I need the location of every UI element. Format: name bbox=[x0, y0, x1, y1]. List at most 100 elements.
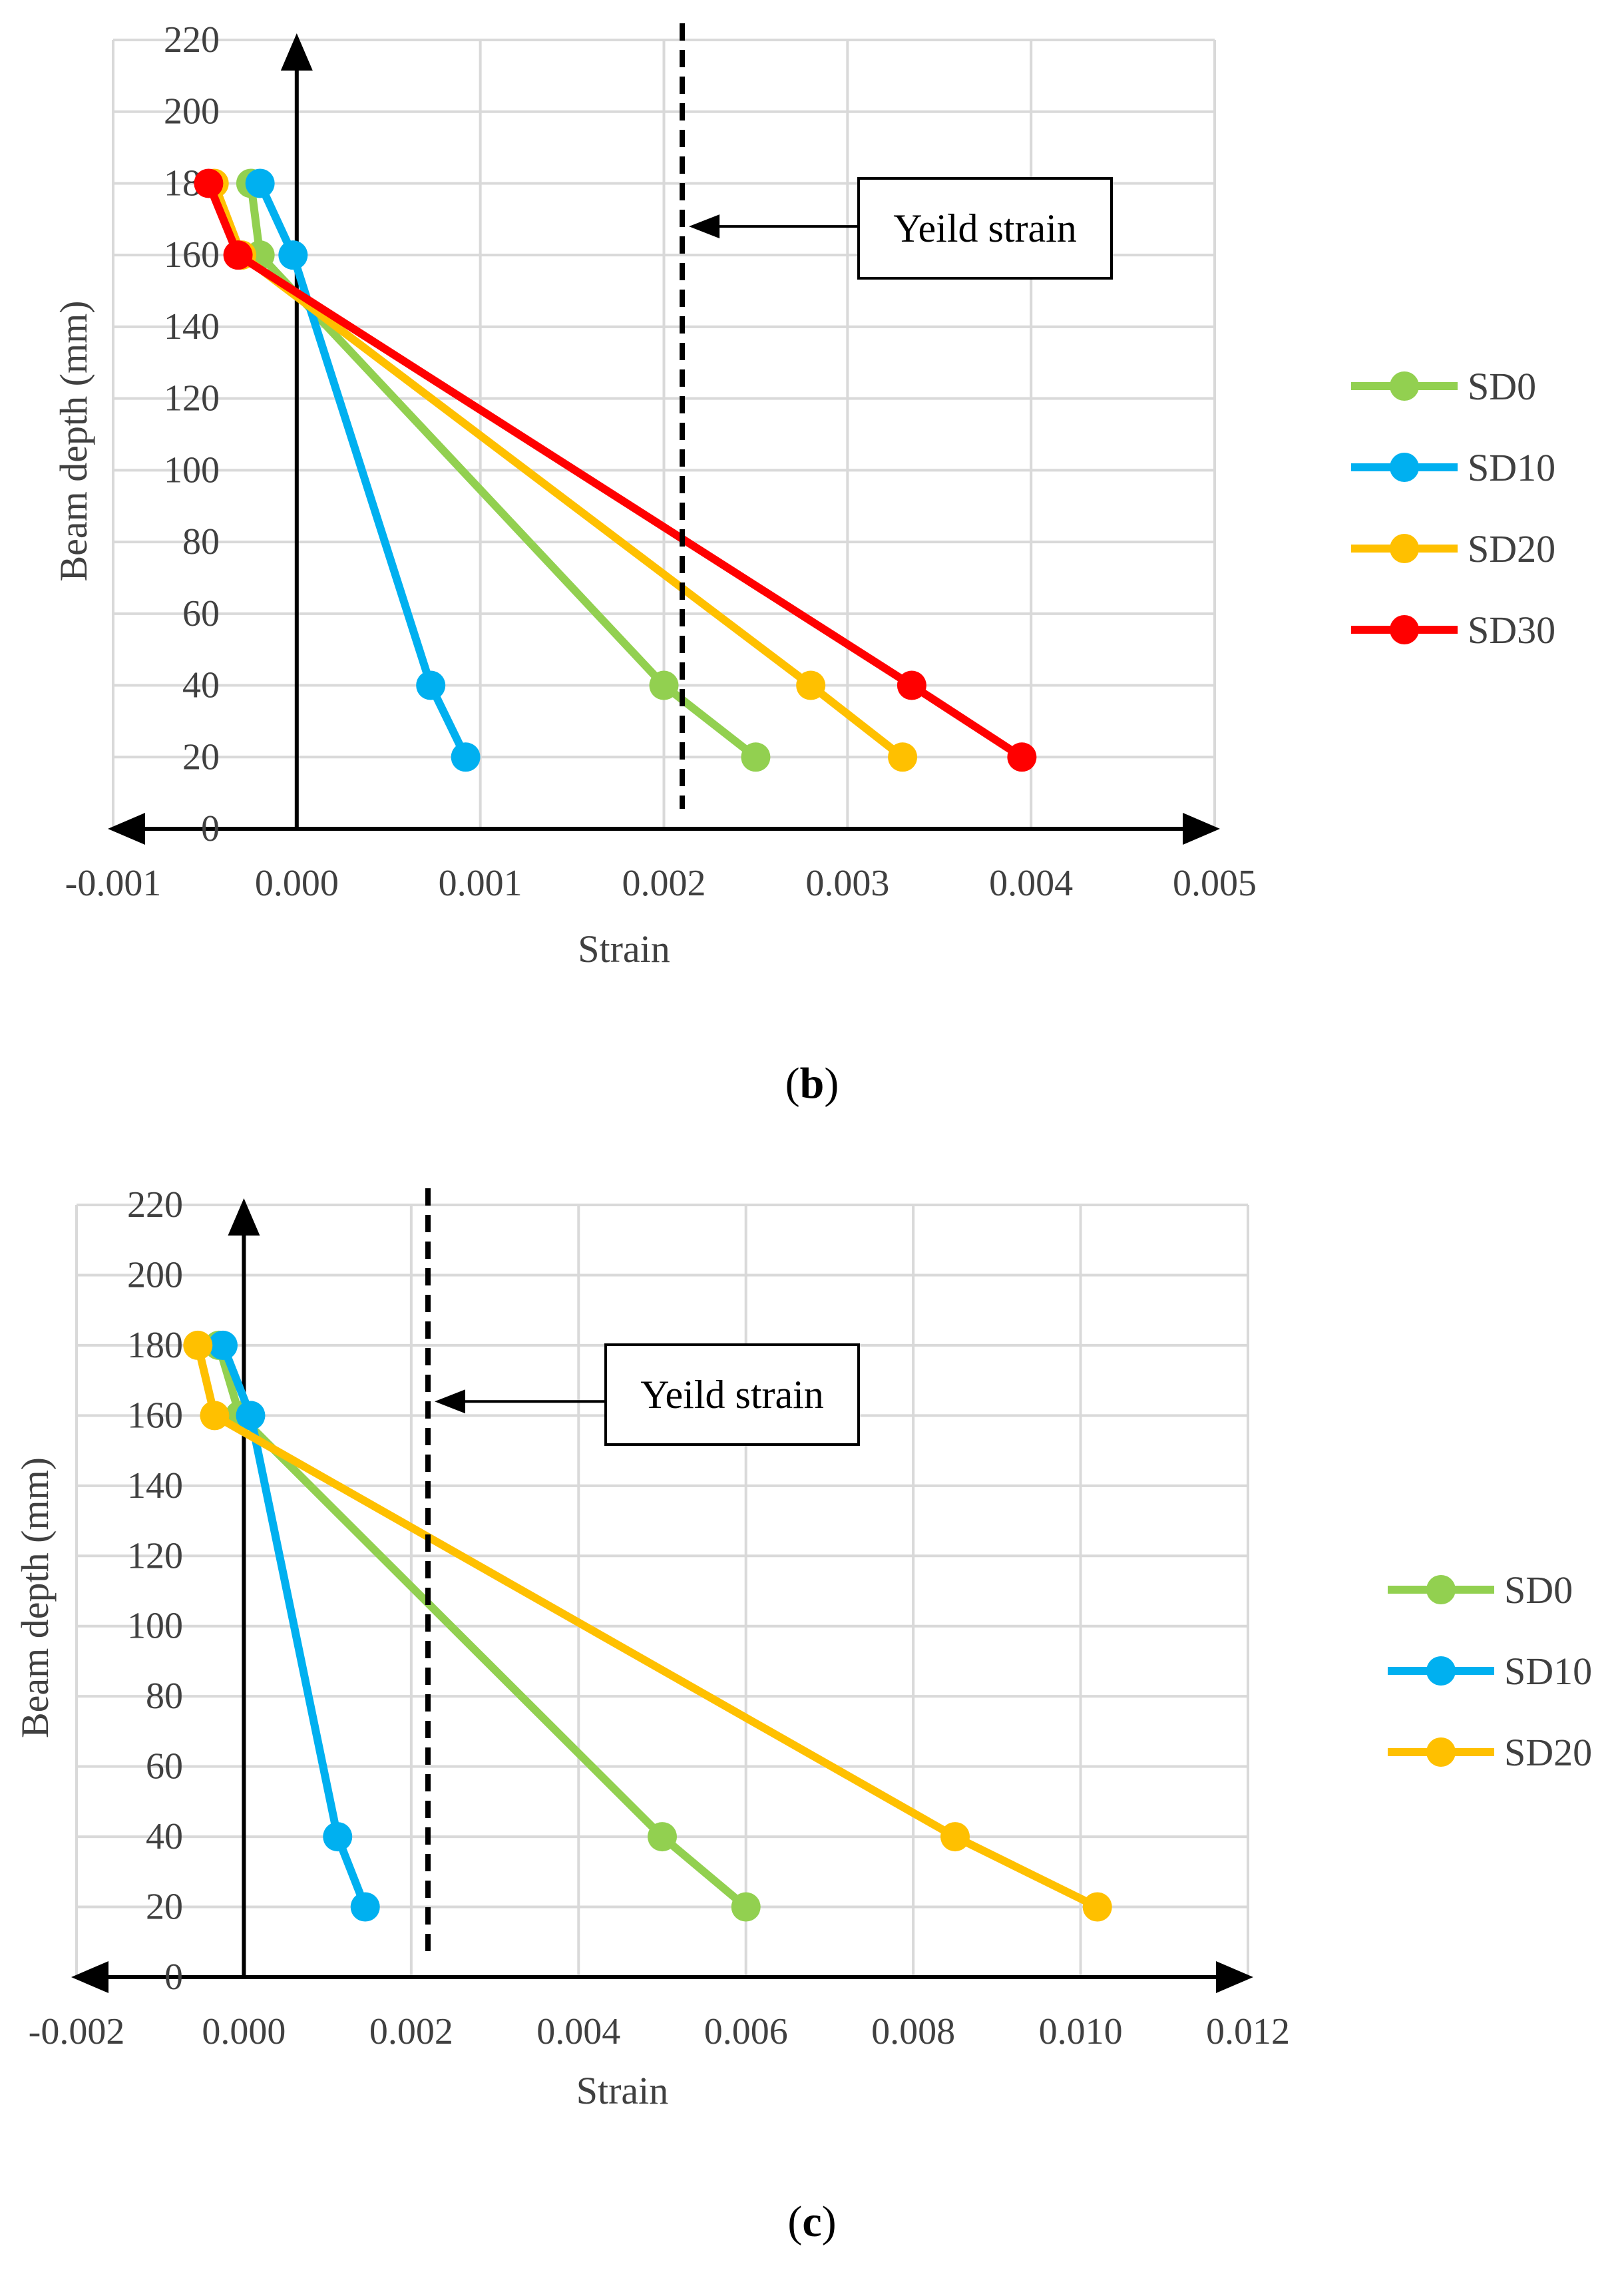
x-tick-label: 0.010 bbox=[1039, 2011, 1123, 2052]
series-sd30-point bbox=[897, 670, 926, 700]
y-tick-label: 160 bbox=[164, 234, 220, 276]
y-axis-title: Beam depth (mm) bbox=[13, 1457, 57, 1738]
y-tick-label: 120 bbox=[164, 378, 220, 419]
y-tick-label: 200 bbox=[164, 91, 220, 132]
y-tick-label: 0 bbox=[164, 1956, 183, 1998]
series-sd0-line bbox=[214, 1341, 750, 1911]
series-sd20-line bbox=[194, 1341, 1102, 1911]
x-tick-label: 0.002 bbox=[369, 2011, 453, 2052]
legend-sd10-marker bbox=[1390, 453, 1419, 482]
x-tick-label: 0.005 bbox=[1173, 863, 1257, 904]
y-tick-label: 60 bbox=[182, 593, 220, 634]
x-tick-label: 0.003 bbox=[805, 863, 889, 904]
series-sd10-point bbox=[350, 1892, 380, 1922]
y-tick-label: 40 bbox=[146, 1816, 183, 1857]
series-sd20-line bbox=[210, 179, 907, 762]
x-axis-arrow-left-icon bbox=[71, 1961, 108, 1993]
x-axis-title: Strain bbox=[576, 2069, 669, 2112]
legend-sd10-marker bbox=[1426, 1656, 1456, 1686]
series-sd10-line bbox=[256, 179, 470, 762]
series-sd30-point bbox=[223, 240, 253, 270]
legend-sd10-label: SD10 bbox=[1468, 446, 1555, 489]
annotation-arrow-icon bbox=[689, 214, 720, 239]
series-sd20-point bbox=[200, 1401, 230, 1431]
y-tick-label: 100 bbox=[164, 449, 220, 491]
x-tick-label: 0.000 bbox=[202, 2011, 286, 2052]
legend-sd0-marker bbox=[1426, 1575, 1456, 1604]
y-tick-label: 140 bbox=[164, 306, 220, 347]
y-tick-label: 20 bbox=[182, 736, 220, 778]
series-sd0-point bbox=[648, 1822, 677, 1852]
y-tick-label: 160 bbox=[127, 1395, 183, 1436]
x-tick-label: -0.001 bbox=[65, 863, 162, 904]
annotation-text: Yeild strain bbox=[640, 1373, 824, 1417]
y-tick-label: 40 bbox=[182, 665, 220, 706]
series-sd10-line bbox=[219, 1341, 369, 1911]
y-tick-label: 60 bbox=[146, 1746, 183, 1787]
legend-sd20-label: SD20 bbox=[1468, 527, 1555, 571]
y-tick-label: 140 bbox=[127, 1465, 183, 1506]
x-tick-label: 0.000 bbox=[255, 863, 339, 904]
series-sd10-point bbox=[236, 1401, 266, 1431]
annotation-arrow-icon bbox=[435, 1389, 465, 1414]
x-axis-arrow-right-icon bbox=[1216, 1961, 1253, 1993]
legend-sd20-label: SD20 bbox=[1504, 1731, 1592, 1774]
series-sd10-point bbox=[245, 168, 275, 198]
annotation-box bbox=[604, 1343, 860, 1446]
legend-sd30-marker bbox=[1390, 615, 1419, 644]
x-tick-label: 0.012 bbox=[1206, 2011, 1290, 2052]
annotation-box bbox=[857, 177, 1113, 280]
legend-sd20-marker bbox=[1426, 1737, 1456, 1767]
y-tick-label: 220 bbox=[164, 19, 220, 61]
legend-sd0-label: SD0 bbox=[1504, 1568, 1573, 1612]
series-sd20-point bbox=[1082, 1892, 1112, 1922]
x-tick-label: 0.008 bbox=[871, 2011, 955, 2052]
series-sd20-point bbox=[888, 742, 918, 772]
series-sd10-point bbox=[451, 742, 481, 772]
series-sd20-point bbox=[940, 1822, 970, 1852]
x-tick-label: 0.001 bbox=[439, 863, 522, 904]
legend-sd10-label: SD10 bbox=[1504, 1650, 1592, 1693]
caption-b: (b) bbox=[785, 1059, 839, 1108]
y-axis-arrow-up-icon bbox=[228, 1198, 260, 1236]
series-sd10-point bbox=[416, 670, 446, 700]
x-tick-label: 0.006 bbox=[704, 2011, 788, 2052]
x-axis-title: Strain bbox=[578, 927, 670, 971]
chart-c: 0 20 40 60 80 100 120 140 160 180 200 220 -0.002 0.00… bbox=[13, 1184, 1592, 2112]
y-tick-label: 80 bbox=[182, 521, 220, 563]
series-sd30-point bbox=[1007, 742, 1037, 772]
y-axis-title: Beam depth (mm) bbox=[52, 300, 95, 581]
y-tick-label: 200 bbox=[127, 1254, 183, 1295]
series-sd20-point bbox=[183, 1330, 213, 1360]
y-tick-label: 100 bbox=[127, 1606, 183, 1647]
annotation-text: Yeild strain bbox=[893, 206, 1077, 250]
y-axis-arrow-up-icon bbox=[280, 33, 313, 71]
series-sd0-point bbox=[649, 670, 679, 700]
series-sd30-line bbox=[204, 179, 1026, 762]
legend-sd30-label: SD30 bbox=[1468, 608, 1555, 652]
caption-c: (c) bbox=[787, 2197, 837, 2246]
x-tick-label: 0.004 bbox=[536, 2011, 620, 2052]
x-tick-label: -0.002 bbox=[29, 2011, 125, 2052]
series-sd0-point bbox=[731, 1892, 761, 1922]
legend-sd0-marker bbox=[1390, 371, 1419, 401]
legend-sd0-label: SD0 bbox=[1468, 365, 1536, 408]
y-tick-label: 0 bbox=[201, 808, 220, 849]
series-sd10-point bbox=[208, 1330, 238, 1360]
series-sd10-point bbox=[278, 240, 308, 270]
series-sd0-line bbox=[246, 179, 760, 762]
series-sd0-point bbox=[741, 742, 771, 772]
x-tick-label: 0.004 bbox=[989, 863, 1073, 904]
y-tick-label: 220 bbox=[127, 1184, 183, 1226]
y-tick-label: 20 bbox=[146, 1887, 183, 1928]
legend-sd20-marker bbox=[1390, 534, 1419, 563]
series-sd30-point bbox=[194, 168, 224, 198]
x-axis-arrow-right-icon bbox=[1183, 813, 1220, 845]
y-tick-label: 120 bbox=[127, 1535, 183, 1576]
y-tick-label: 180 bbox=[127, 1325, 183, 1366]
series-sd20-point bbox=[796, 670, 826, 700]
y-tick-label: 80 bbox=[146, 1676, 183, 1717]
series-sd10-point bbox=[323, 1822, 353, 1852]
x-axis-arrow-left-icon bbox=[108, 813, 145, 845]
